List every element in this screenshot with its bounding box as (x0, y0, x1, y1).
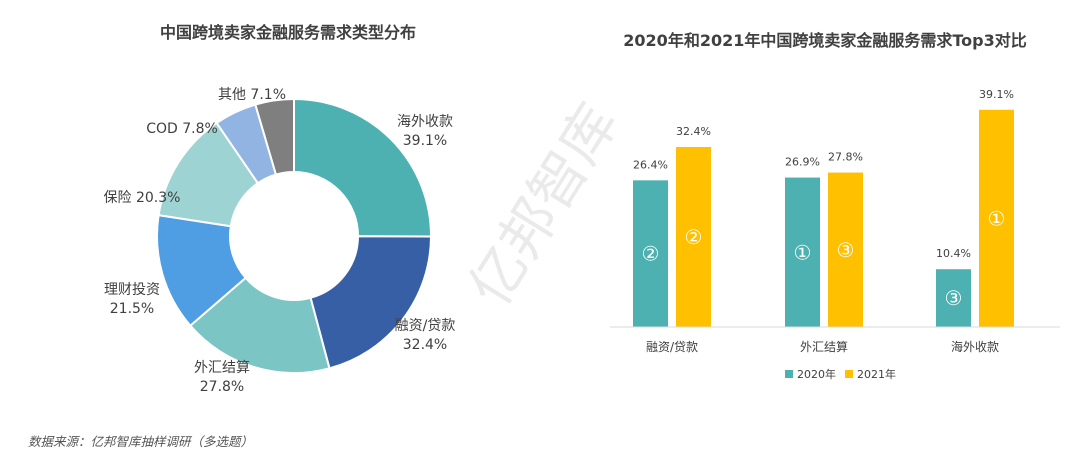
bar-legend: 2020年 2021年 (785, 367, 896, 381)
legend-swatch (785, 370, 793, 378)
bar-marks: 26.4% ② 32.4% ② 26.9% ① 27.8% ③ 10.4% ③ 39.1% ① (633, 88, 1014, 328)
bar-2020 (785, 177, 820, 327)
donut-slice (309, 235, 433, 370)
bar-2020 (936, 269, 971, 327)
bar-chart: 2020年和2021年中国跨境卖家金融服务需求Top3对比 26.4% ② 32.4… (610, 31, 1060, 381)
bar-value-label: 10.4% (936, 247, 971, 260)
donut-slice (293, 97, 432, 238)
donut-slice-label: 外汇结算 27.8% (194, 360, 250, 395)
bar-rank-label: ③ (837, 238, 855, 262)
donut-slice-label: 理财投资 21.5% (104, 282, 160, 317)
bar-value-label: 32.4% (676, 125, 711, 138)
bar-category-label: 外汇结算 (800, 339, 848, 354)
bar-2021 (676, 147, 711, 327)
donut-slice-label: COD 7.8% (146, 121, 218, 137)
watermark: 亿邦智库 (457, 93, 631, 317)
bar-rank-label: ② (685, 225, 703, 249)
bar-rank-label: ① (988, 206, 1006, 230)
donut-slice-value: 21.5% (110, 301, 154, 317)
donut-slice-label: 其他 7.1% (218, 87, 286, 103)
donut-slice-name: 海外收款 (397, 114, 453, 130)
bar-category-label: 融资/贷款 (646, 340, 698, 354)
legend-label: 2020年 (797, 367, 836, 381)
donut-slice-name: 理财投资 (104, 282, 160, 298)
donut-slice-name: 外汇结算 (194, 360, 250, 376)
bar-categories: 融资/贷款 外汇结算 海外收款 (646, 339, 999, 354)
donut-slice-label: 保险 20.3% (104, 190, 181, 206)
donut-slice (188, 276, 331, 374)
bar-rank-label: ② (642, 242, 660, 266)
donut-slice (254, 97, 295, 176)
bar-rank-label: ③ (945, 286, 963, 310)
bar-value-label: 26.4% (633, 158, 668, 171)
bar-value-label: 39.1% (979, 88, 1014, 101)
bar-title: 2020年和2021年中国跨境卖家金融服务需求Top3对比 (623, 31, 1026, 50)
legend-label: 2021年 (857, 367, 896, 381)
donut-slice-value: 39.1% (403, 133, 447, 149)
donut-title: 中国跨境卖家金融服务需求类型分布 (160, 23, 416, 42)
donut-slice-value: 27.8% (200, 379, 244, 395)
donut-chart: 中国跨境卖家金融服务需求类型分布 海外收款 39.1% 融资/贷款 32.4% 外汇结算… (104, 23, 456, 395)
donut-slice-label: 融资/贷款 32.4% (395, 318, 456, 353)
bar-2021 (979, 109, 1014, 328)
bar-value-label: 27.8% (828, 151, 863, 164)
bar-2020 (633, 180, 668, 327)
bar-value-label: 26.9% (785, 156, 820, 169)
donut-slice-value: 32.4% (403, 337, 447, 353)
source-note: 数据来源：亿邦智库抽样调研（多选题） (28, 434, 253, 449)
bar-category-label: 海外收款 (951, 339, 999, 354)
donut-slices (156, 97, 433, 374)
legend-swatch (845, 370, 853, 378)
donut-slice-label: 海外收款 39.1% (397, 114, 453, 149)
donut-labels: 海外收款 39.1% 融资/贷款 32.4% 外汇结算 27.8% 理财投资 21.5% 保险 … (104, 87, 456, 395)
donut-slice-name: 融资/贷款 (395, 318, 456, 334)
bar-rank-label: ① (794, 240, 812, 264)
bar-2021 (828, 172, 863, 327)
